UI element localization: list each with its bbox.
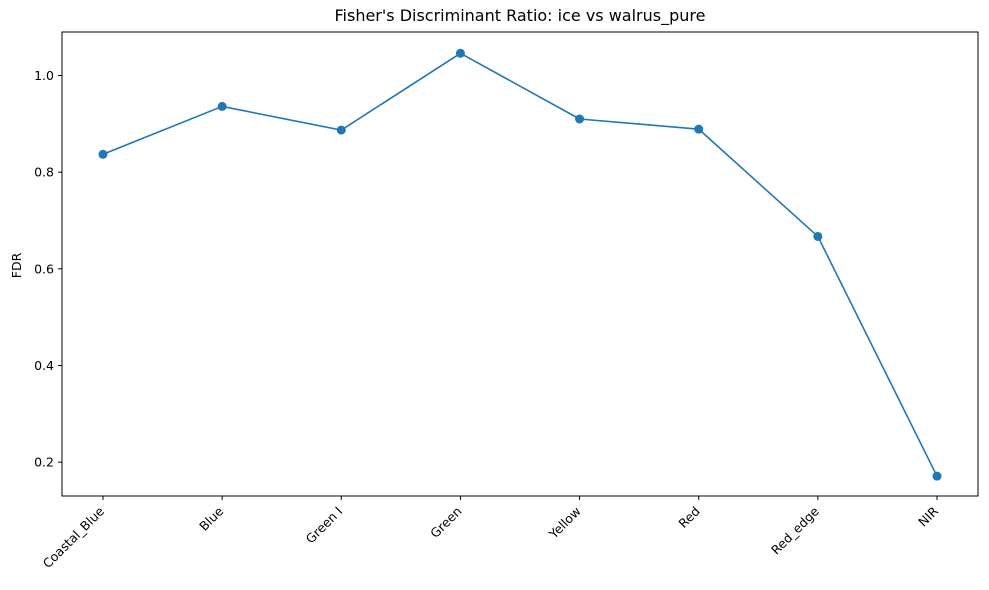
data-point bbox=[932, 471, 942, 481]
y-axis-label: FDR bbox=[9, 252, 24, 278]
data-point bbox=[575, 114, 585, 124]
chart-title: Fisher's Discriminant Ratio: ice vs walr… bbox=[335, 6, 706, 26]
data-point bbox=[694, 124, 704, 134]
y-tick-label: 0.6 bbox=[34, 261, 54, 276]
axes-frame bbox=[61, 31, 979, 497]
y-tick-label: 0.4 bbox=[34, 358, 54, 373]
data-point bbox=[336, 125, 346, 135]
y-tick-label: 1.0 bbox=[34, 68, 54, 83]
data-point bbox=[98, 149, 108, 159]
y-tick-label: 0.8 bbox=[34, 165, 54, 180]
data-point bbox=[455, 48, 465, 58]
y-tick-label: 0.2 bbox=[34, 455, 54, 470]
data-point bbox=[813, 231, 823, 241]
series-line bbox=[102, 52, 938, 477]
data-point bbox=[217, 101, 227, 111]
